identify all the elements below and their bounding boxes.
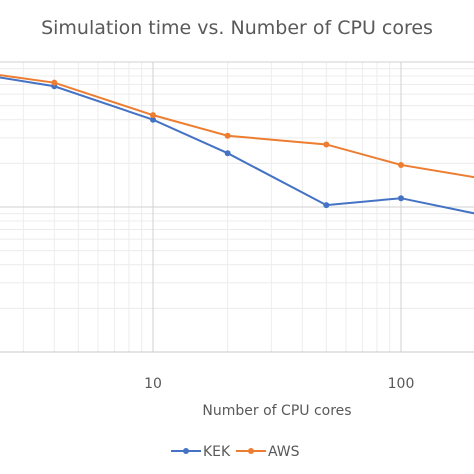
x-tick-label-10: 10 [144,376,162,392]
chart-title: Simulation time vs. Number of CPU cores [41,17,433,39]
x-tick-label-100: 100 [388,376,415,392]
data-point-kek-100 [398,195,404,202]
data-point-kek-20 [224,150,231,157]
data-point-aws-10 [150,112,156,119]
legend: KEK AWS [171,444,300,460]
x-axis-title: Number of CPU cores [202,403,351,419]
legend-aws-label: AWS [268,444,300,460]
data-point-aws-20 [224,132,231,139]
legend-kek-label: KEK [203,444,231,460]
data-point-aws-4 [51,79,58,86]
legend-kek-marker [183,448,189,454]
data-point-kek-10 [150,116,156,123]
data-point-aws-100 [398,161,404,168]
data-point-kek-50 [323,202,330,209]
series-layer [0,74,474,215]
data-point-aws-50 [323,141,330,148]
legend-aws-marker [248,448,254,454]
